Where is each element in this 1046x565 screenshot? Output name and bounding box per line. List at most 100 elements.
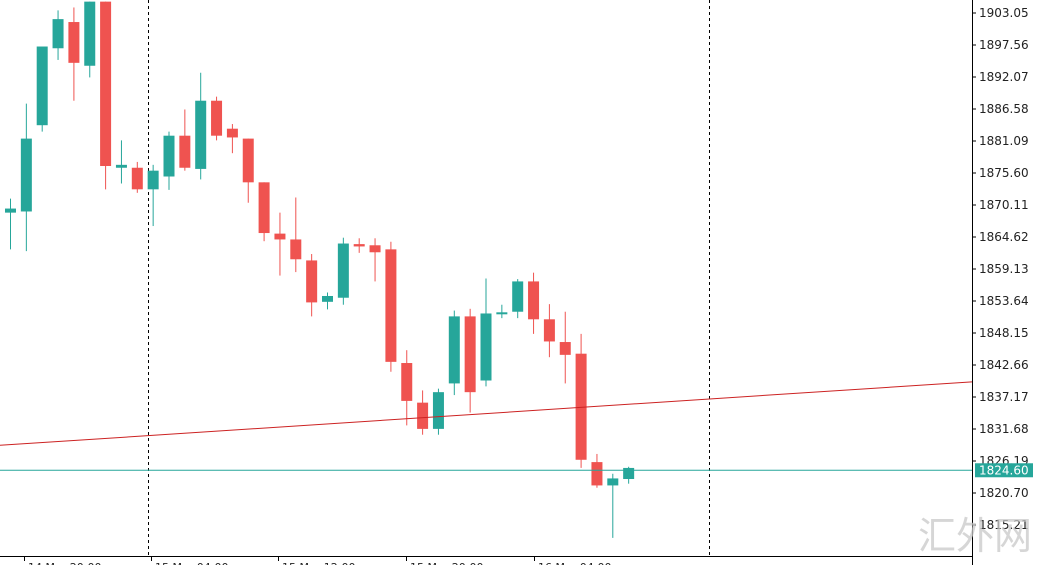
price-tick-label: 1875.60	[979, 166, 1029, 180]
candles-group	[5, 1, 635, 538]
bull-candle	[337, 237, 349, 305]
candle-body	[242, 138, 254, 183]
bear-candle	[353, 238, 365, 253]
candle-body	[115, 164, 127, 168]
price-tick-label: 1870.11	[979, 198, 1029, 212]
bear-candle	[464, 308, 476, 413]
bear-candle	[100, 1, 112, 190]
bear-candle	[528, 272, 540, 334]
bear-candle	[211, 96, 223, 141]
candle-body	[607, 478, 619, 486]
bull-candle	[607, 473, 619, 538]
trendline	[0, 381, 973, 446]
candle-body	[306, 260, 318, 303]
bull-candle	[195, 72, 207, 180]
time-tick-label: 16 Mar 04:00	[538, 561, 611, 565]
bear-candle	[306, 254, 318, 317]
watermark: 汇外网	[918, 514, 1032, 558]
current-price-tag	[975, 463, 1033, 478]
price-tick-label: 1859.13	[979, 262, 1029, 276]
bear-candle	[226, 124, 238, 154]
price-tick-label: 1903.05	[979, 6, 1029, 20]
price-axis: 1903.05 1897.56 1892.07 1886.58 1881.09 1875.…	[972, 0, 1033, 565]
price-tick-label: 1892.07	[979, 70, 1029, 84]
candle-body	[52, 19, 64, 49]
candle-body	[401, 363, 413, 401]
chart-grid	[148, 0, 710, 555]
bull-candle	[496, 304, 508, 319]
bear-candle	[369, 238, 381, 282]
bear-candle	[417, 390, 429, 435]
time-tick-label: 15 Mar 04:00	[155, 561, 228, 565]
price-tick-label: 1837.17	[979, 390, 1029, 404]
candle-body	[623, 467, 635, 480]
overlay-lines	[0, 381, 973, 471]
bear-candle	[131, 161, 143, 193]
candle-body	[512, 281, 524, 312]
candle-body	[369, 245, 381, 253]
price-tick-label: 1815.21	[979, 518, 1029, 532]
candle-body	[417, 402, 429, 429]
bear-candle	[543, 304, 555, 358]
price-tick-label: 1831.68	[979, 422, 1029, 436]
candle-body	[274, 233, 286, 240]
price-tick-label: 1881.09	[979, 134, 1029, 148]
time-axis: 14 Mar 20:00 15 Mar 04:00 15 Mar 12:00 15 M…	[0, 556, 972, 565]
candle-body	[496, 312, 508, 315]
candle-body	[353, 244, 365, 247]
bear-candle	[258, 182, 270, 242]
price-tick-label: 1886.58	[979, 102, 1029, 116]
bull-candle	[20, 103, 32, 252]
candle-body	[591, 462, 603, 486]
bull-candle	[115, 140, 127, 184]
candle-body	[385, 249, 397, 362]
bear-candle	[401, 350, 413, 426]
bull-candle	[322, 292, 333, 310]
candle-body	[100, 1, 112, 167]
time-tick-label: 14 Mar 20:00	[28, 561, 101, 565]
current-price-label: 1824.60	[979, 463, 1029, 477]
candle-body	[432, 392, 444, 429]
bull-candle	[52, 10, 64, 60]
candle-body	[147, 170, 159, 190]
candle-body	[163, 135, 175, 177]
candle-body	[322, 295, 333, 302]
candle-body	[84, 1, 96, 66]
candle-body	[290, 239, 302, 260]
candle-body	[226, 128, 238, 138]
bull-candle	[147, 164, 159, 227]
bear-candle	[385, 241, 397, 372]
price-tick-label: 1853.64	[979, 294, 1029, 308]
candle-body	[36, 46, 48, 126]
bull-candle	[163, 131, 175, 190]
candle-body	[464, 316, 476, 393]
bull-candle	[448, 310, 460, 396]
price-tick-label: 1864.62	[979, 230, 1029, 244]
price-tick-label: 1848.15	[979, 326, 1029, 340]
bear-candle	[591, 453, 603, 488]
candle-body	[211, 100, 223, 136]
bull-candle	[432, 388, 444, 435]
bear-candle	[242, 138, 254, 203]
candle-body	[179, 135, 191, 168]
candle-body	[543, 319, 555, 342]
candle-body	[131, 167, 143, 190]
candle-body	[448, 316, 460, 384]
candle-body	[337, 243, 349, 298]
bull-candle	[623, 466, 635, 484]
candle-body	[68, 22, 80, 63]
bull-candle	[5, 198, 16, 250]
bull-candle	[512, 279, 524, 319]
bear-candle	[274, 212, 286, 276]
candle-body	[575, 353, 587, 460]
bear-candle	[559, 311, 571, 384]
candle-body	[480, 313, 492, 381]
bull-candle	[480, 278, 492, 387]
candle-body	[258, 182, 270, 234]
bull-candle	[36, 46, 48, 132]
candle-body	[20, 138, 32, 212]
time-tick-label: 15 Mar 20:00	[410, 561, 483, 565]
bear-candle	[290, 197, 302, 273]
time-tick-label: 15 Mar 12:00	[282, 561, 355, 565]
